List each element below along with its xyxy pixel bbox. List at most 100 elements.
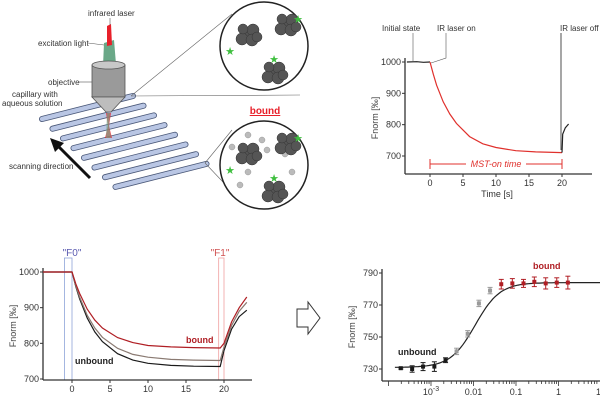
protein-blob: [263, 180, 275, 192]
ligand-molecule: [236, 181, 244, 189]
label-capillary: capillary with: [12, 90, 58, 99]
y-tick-label: 730: [363, 364, 378, 374]
label-excitation-light: excitation light: [38, 39, 89, 48]
protein-molecule: [261, 180, 289, 204]
data-point: [543, 277, 549, 290]
f0-window: [64, 257, 73, 381]
protein-blob: [290, 140, 302, 152]
data-point: [398, 366, 404, 371]
capillary-fill: [102, 151, 199, 180]
capillary-fill: [71, 122, 167, 151]
y-tick-label: 770: [363, 300, 378, 310]
capillary-fill: [50, 103, 146, 131]
protein-molecule: [235, 142, 263, 166]
protein-blob: [237, 142, 249, 154]
annotation-f1: "F1": [211, 248, 230, 259]
y-tick-label: 1000: [381, 57, 401, 67]
capillaries: [39, 93, 210, 190]
data-point: [487, 286, 493, 295]
y-tick-label: 1000: [19, 267, 39, 277]
bound-unbound-traces-chart: 700 800 900 1000 Fnorm [‰] 0 5 10 15 20 "F0" "F1" bo…: [8, 248, 252, 394]
point-marker: [410, 367, 415, 371]
x-tick-label: 1: [556, 387, 561, 397]
data-point: [431, 361, 437, 372]
data-point: [565, 275, 571, 290]
ligand-molecule: [263, 146, 271, 154]
infrared-laser-beam: [107, 24, 112, 46]
x-tick-label: 15: [524, 178, 534, 188]
point-marker: [421, 364, 426, 369]
fluorophore-star-icon: ★: [293, 133, 303, 145]
y-tick-label: 800: [24, 338, 39, 348]
excitation-light-beam: [103, 40, 116, 66]
protein-molecule: [274, 132, 302, 156]
annotation-initial-state: Initial state: [382, 24, 421, 33]
x-tick-label: 0: [427, 178, 432, 188]
bound-zoom-circle: ★ ★ ★: [219, 120, 309, 210]
point-marker: [465, 331, 470, 336]
y-axis-label: Fnorm [‰]: [8, 305, 18, 348]
capillary-fill: [113, 161, 209, 190]
ligand-molecule: [288, 168, 296, 176]
binding-curve-chart: 730 750 770 790 Fnorm [‰] 10-3 0.01 0.1 1 10 bound…: [347, 261, 600, 397]
ligand-molecule: [244, 168, 252, 176]
leader-line: [430, 33, 447, 64]
ligand-molecule: [244, 131, 252, 139]
annotation-ir-laser-off: IR laser off: [560, 24, 599, 33]
objective-lens: [91, 60, 126, 138]
data-point: [443, 357, 449, 364]
data-point: [554, 277, 560, 288]
point-marker: [454, 349, 459, 354]
point-marker: [554, 280, 559, 285]
protein-blob: [276, 13, 288, 25]
x-tick-label: 15: [181, 384, 191, 394]
annotation-mst-on-time: MST-on time: [471, 159, 522, 169]
x-tick-label: 10: [143, 384, 153, 394]
data-point: [420, 362, 426, 372]
point-marker: [521, 281, 526, 286]
protein-blob: [237, 23, 249, 35]
point-marker: [532, 279, 537, 284]
protein-molecule: [261, 61, 289, 85]
x-tick-label: 10-3: [423, 386, 439, 397]
x-tick-label: 20: [219, 384, 229, 394]
protein-blob: [277, 188, 289, 200]
x-axis-label: Time [s]: [481, 189, 513, 199]
annotation-bound: bound: [186, 335, 214, 345]
y-tick-label: 900: [24, 303, 39, 313]
annotation-f0: "F0": [63, 248, 82, 259]
point-marker: [432, 364, 437, 369]
data-point: [531, 276, 537, 288]
scanning-direction-arrow: [50, 138, 92, 180]
capillary-fill: [81, 132, 178, 161]
point-marker: [443, 358, 448, 363]
trace-intermediate: [43, 271, 248, 362]
trace-thermophoresis: [429, 61, 563, 154]
x-tick-label: 0.01: [465, 387, 483, 397]
point-marker: [499, 282, 504, 287]
transition-arrow-icon: [296, 300, 321, 336]
protein-blob: [251, 150, 263, 162]
protein-blob: [290, 21, 302, 33]
label-bound: bound: [250, 106, 281, 117]
x-tick-label: 0: [69, 384, 74, 394]
y-tick-label: 700: [24, 374, 39, 384]
trace-bound: [43, 271, 248, 349]
mst-trace-chart: 700 800 900 1000 Fnorm [‰] 0 5 10 15 20 Time [s] In…: [370, 24, 599, 199]
fluorophore-star-icon: ★: [269, 54, 279, 66]
point-marker: [398, 366, 403, 371]
fluorophore-star-icon: ★: [293, 14, 303, 26]
data-point: [454, 347, 460, 356]
point-marker: [488, 288, 493, 293]
x-tick-label: 0.1: [510, 387, 523, 397]
point-marker: [543, 281, 548, 286]
trace-unbound: [43, 271, 248, 368]
annotation-ir-laser-on: IR laser on: [437, 24, 476, 33]
ligand-molecule: [228, 143, 236, 151]
ligand-molecule: [258, 136, 266, 144]
data-point: [498, 278, 504, 290]
label-infrared-laser: infrared laser: [88, 9, 135, 18]
y-tick-label: 800: [386, 120, 401, 130]
protein-molecule: [274, 13, 302, 37]
data-point: [409, 365, 415, 373]
